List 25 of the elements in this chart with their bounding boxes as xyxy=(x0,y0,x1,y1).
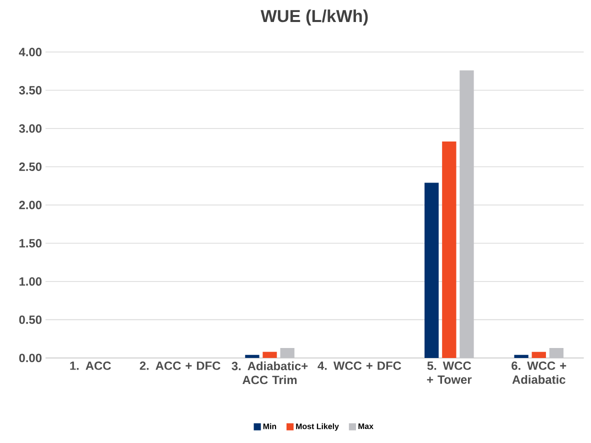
chart-title: WUE (L/kWh) xyxy=(260,9,368,26)
bar xyxy=(549,348,564,358)
bar xyxy=(280,348,294,358)
y-tick-label: 1.50 xyxy=(20,238,42,248)
x-tick-label: 4. WCC + DFC xyxy=(318,361,402,370)
y-tick-label: 0.00 xyxy=(19,354,42,362)
y-tick-label: 2.50 xyxy=(19,162,42,171)
y-tick-label: 4.00 xyxy=(18,48,42,56)
x-tick-label: 6. WCC + Adiabatic xyxy=(512,361,566,384)
bar xyxy=(424,182,439,358)
y-tick-label: 2.00 xyxy=(19,200,42,210)
y-tick-label: 0.50 xyxy=(19,315,42,324)
bar xyxy=(532,352,546,358)
x-tick-label: 1. ACC xyxy=(70,361,111,370)
bar xyxy=(460,70,474,358)
x-tick-label: 5. WCC + Tower xyxy=(427,361,472,384)
bar xyxy=(245,354,260,358)
y-tick-label: 1.00 xyxy=(20,277,42,286)
x-tick-label: 3. Adiabatic+ ACC Trim xyxy=(232,361,308,384)
y-tick-label: 3.00 xyxy=(19,124,42,133)
bar xyxy=(514,354,528,358)
bar xyxy=(262,352,277,358)
bar xyxy=(442,141,456,358)
x-tick-label: 2. ACC + DFC xyxy=(140,361,220,370)
y-tick-label: 3.50 xyxy=(19,86,42,94)
